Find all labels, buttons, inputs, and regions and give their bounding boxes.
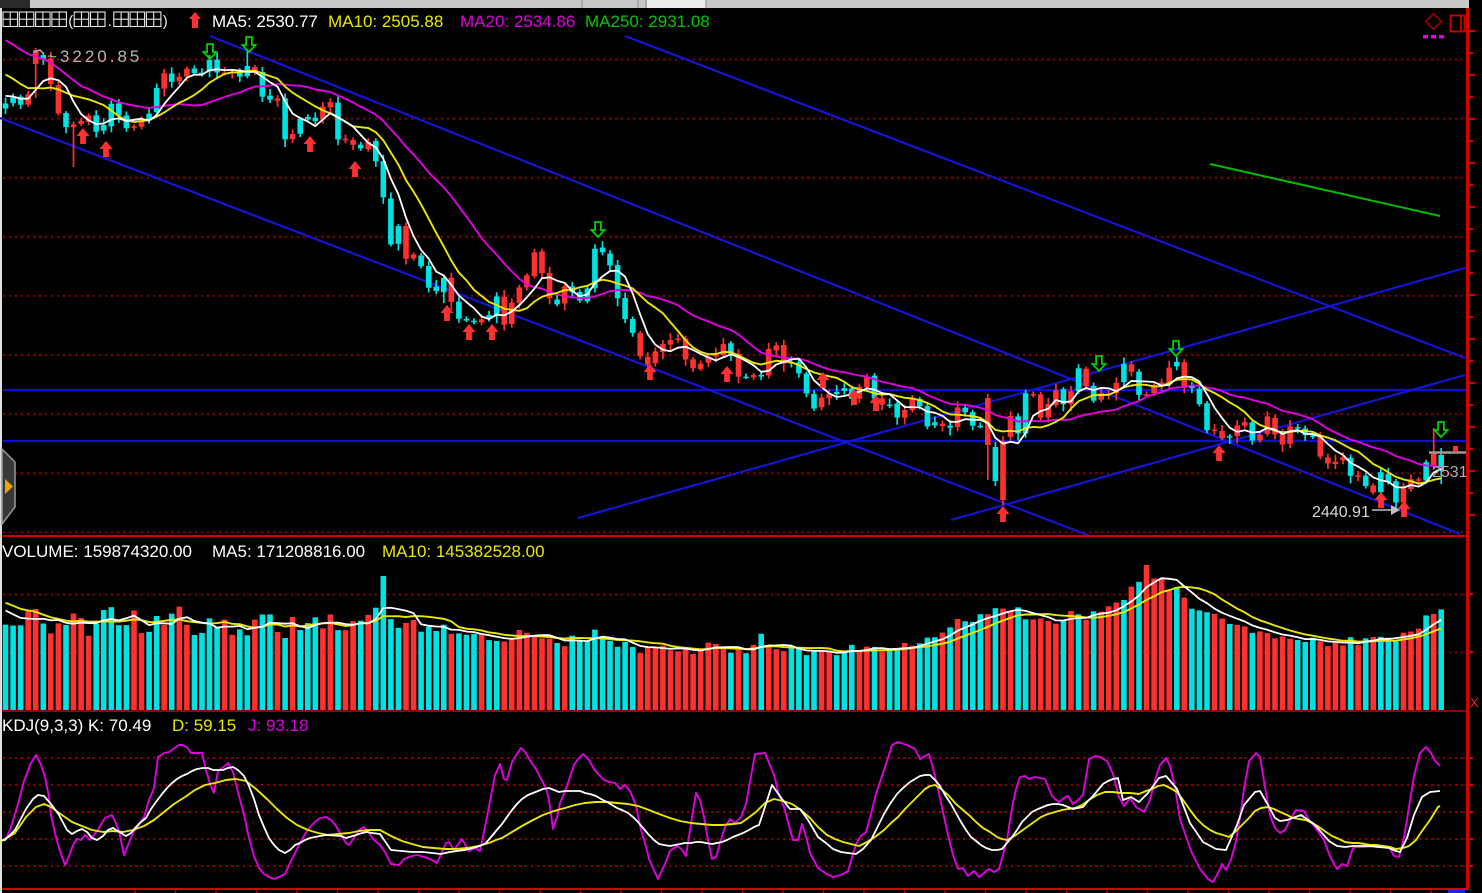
svg-text:MA20: 2534.86: MA20: 2534.86 xyxy=(460,12,575,31)
svg-text:(: ( xyxy=(68,13,73,30)
svg-text:.: . xyxy=(108,13,112,30)
svg-text:MA5: 2530.77: MA5: 2530.77 xyxy=(212,12,318,31)
svg-text:X: X xyxy=(1470,695,1479,710)
svg-text:): ) xyxy=(163,13,168,30)
svg-text:MA10: 145382528.00: MA10: 145382528.00 xyxy=(382,542,545,561)
svg-text:MA250: 2931.08: MA250: 2931.08 xyxy=(585,12,710,31)
svg-text:MA5: 171208816.00: MA5: 171208816.00 xyxy=(212,542,365,561)
svg-text:KDJ(9,3,3) K: 70.49: KDJ(9,3,3) K: 70.49 xyxy=(2,716,151,735)
svg-text:MA10: 2505.88: MA10: 2505.88 xyxy=(328,12,443,31)
svg-text:D: 59.15: D: 59.15 xyxy=(172,716,236,735)
svg-text:~3220.85: ~3220.85 xyxy=(47,47,142,66)
svg-text:J: 93.18: J: 93.18 xyxy=(248,716,309,735)
svg-text:2531: 2531 xyxy=(1432,464,1468,481)
svg-text:2440.91: 2440.91 xyxy=(1312,504,1370,521)
svg-text:VOLUME: 159874320.00: VOLUME: 159874320.00 xyxy=(2,542,192,561)
